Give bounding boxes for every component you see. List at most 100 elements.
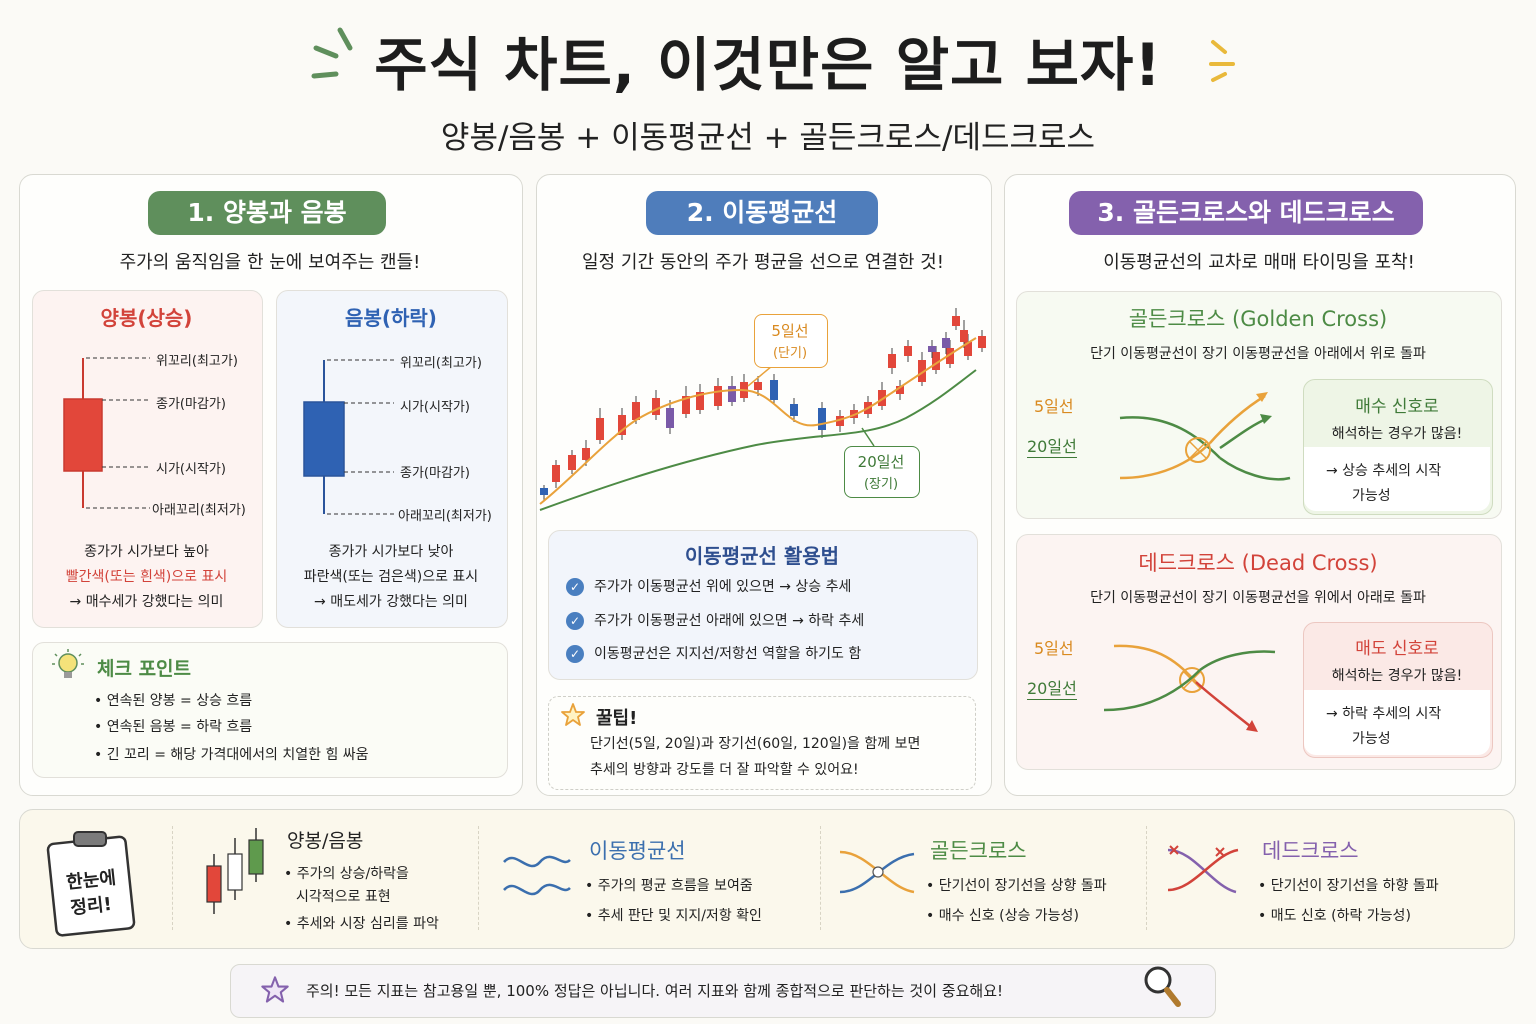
sparkle-left-icon bbox=[311, 27, 353, 79]
ma5-callout bbox=[754, 314, 828, 368]
ma-usage-item-3: ✓ 이동평균선은 지지선/저항선 역할을 하기도 함 bbox=[566, 641, 861, 668]
candle-body bbox=[714, 386, 722, 406]
candle-body bbox=[928, 346, 936, 352]
candle-body bbox=[790, 404, 798, 416]
bull-desc-2: 빨간색(또는 흰색)으로 표시 bbox=[65, 569, 228, 585]
candle-body bbox=[952, 316, 960, 326]
buy-signal-divider bbox=[1304, 447, 1490, 511]
sell-signal-line-2: 가능성 bbox=[1352, 731, 1391, 747]
check-circle-icon: ✓ bbox=[566, 578, 584, 596]
footer-note: 주의! 모든 지표는 참고용일 뿐, 100% 정답은 아닙니다. 여러 지표와… bbox=[306, 982, 1004, 1000]
bear-desc-2: 파란색(또는 검은색)으로 표시 bbox=[303, 569, 479, 585]
summary-ma-line-1: • 주가의 평균 흐름을 보여줌 bbox=[585, 878, 753, 894]
summary-divider-1 bbox=[172, 826, 173, 930]
bull-candle-illustration bbox=[63, 357, 150, 509]
ma-usage-title: 이동평균선 활용법 bbox=[684, 544, 840, 568]
section2-title: 2. 이동평균선 bbox=[646, 191, 878, 235]
lightbulb-icon bbox=[52, 649, 84, 678]
ma5-line bbox=[539, 337, 977, 505]
ma-tip-line-1: 단기선(5일, 20일)과 장기선(60일, 120일)을 함께 보면 bbox=[590, 736, 921, 752]
candle-body bbox=[552, 465, 560, 482]
check-item-3: • 긴 꼬리 = 해당 가격대에서의 치열한 힘 싸움 bbox=[94, 747, 369, 763]
summary-divider-3 bbox=[820, 826, 821, 930]
summary-golden-cross-icon bbox=[839, 850, 915, 894]
dead-short-label: 5일선 bbox=[1034, 639, 1074, 658]
ma20-label: 20일선 bbox=[857, 453, 905, 471]
candle-body bbox=[888, 354, 896, 368]
check-point-box bbox=[32, 642, 508, 778]
candle-body bbox=[878, 390, 886, 406]
ma5-pointer bbox=[747, 365, 773, 387]
candle-body bbox=[770, 380, 778, 400]
candle-body bbox=[942, 338, 950, 348]
candle-body bbox=[666, 408, 674, 428]
ma5-label: 5일선 bbox=[771, 322, 809, 340]
buy-signal-line-2: 가능성 bbox=[1352, 488, 1391, 504]
golden-cross-illustration bbox=[1119, 392, 1291, 481]
bull-label-high: 위꼬리(최고가) bbox=[156, 354, 238, 369]
bull-desc-1: 종가가 시가보다 높아 bbox=[84, 544, 209, 560]
dead-cross-desc: 단기 이동평균선이 장기 이동평균선을 위에서 아래로 돌파 bbox=[1090, 590, 1426, 606]
summary-candle-line-2: 시각적으로 표현 bbox=[296, 889, 391, 905]
candle-body bbox=[960, 330, 968, 342]
check-point-title: 체크 포인트 bbox=[97, 658, 192, 680]
sell-signal-line-1: → 하락 추세의 시작 bbox=[1326, 706, 1442, 722]
candle-body bbox=[682, 396, 690, 414]
dead-long-label: 20일선 bbox=[1027, 675, 1077, 700]
dead-cross-title: 데드크로스 (Dead Cross) bbox=[1138, 551, 1378, 575]
candle-body bbox=[652, 398, 660, 415]
check-item-2: • 연속된 음봉 = 하락 흐름 bbox=[94, 719, 253, 735]
section3-tagline: 이동평균선의 교차로 매매 타이밍을 포착! bbox=[1103, 252, 1415, 273]
summary-dead-title: 데드크로스 bbox=[1262, 839, 1359, 863]
summary-golden-title: 골든크로스 bbox=[930, 839, 1027, 863]
bull-label-low: 아래꼬리(최저가) bbox=[152, 503, 246, 518]
buy-signal-sub: 해석하는 경우가 많음! bbox=[1331, 426, 1463, 442]
summary-candle-title: 양봉/음봉 bbox=[287, 830, 364, 852]
summary-golden-line-2: • 매수 신호 (상승 가능성) bbox=[926, 908, 1079, 924]
footer-note-box bbox=[230, 964, 1216, 1018]
candle-body bbox=[754, 382, 762, 390]
buy-signal-title: 매수 신호로 bbox=[1355, 397, 1439, 417]
golden-cross-desc: 단기 이동평균선이 장기 이동평균선을 아래에서 위로 돌파 bbox=[1090, 346, 1426, 362]
ma5-sublabel: (단기) bbox=[772, 346, 808, 361]
ma-usage-box bbox=[548, 530, 978, 680]
summary-candle-line-3: • 추세와 시장 심리를 파악 bbox=[284, 916, 439, 932]
footer-star-icon bbox=[261, 976, 289, 1003]
sparkle-right-icon bbox=[1209, 40, 1235, 82]
golden-short-label: 5일선 bbox=[1034, 397, 1074, 416]
summary-strip bbox=[19, 809, 1515, 949]
magnifier-icon bbox=[1144, 966, 1181, 1007]
buy-signal-line-1: → 상승 추세의 시작 bbox=[1326, 463, 1442, 479]
page-title: 주식 차트, 이것만은 알고 보자! bbox=[374, 31, 1162, 99]
candle-body bbox=[964, 342, 972, 356]
check-circle-icon: ✓ bbox=[566, 612, 584, 630]
bull-desc-3: → 매수세가 강했다는 의미 bbox=[69, 594, 224, 610]
candle-body bbox=[568, 455, 576, 470]
check-item-1: • 연속된 양봉 = 상승 흐름 bbox=[94, 693, 253, 709]
section3-title: 3. 골든크로스와 데드크로스 bbox=[1069, 191, 1423, 235]
ma20-callout bbox=[844, 446, 920, 498]
bull-label-close: 종가(마감가) bbox=[156, 397, 226, 412]
summary-divider-4 bbox=[1146, 826, 1147, 930]
candle-body bbox=[632, 402, 640, 420]
summary-candle-line-1: • 주가의 상승/하락을 bbox=[284, 866, 409, 882]
section1-tagline: 주가의 움직임을 한 눈에 보여주는 캔들! bbox=[119, 252, 421, 273]
candle-body bbox=[904, 346, 912, 356]
bear-title: 음봉(하락) bbox=[345, 306, 437, 330]
summary-dead-line-2: • 매도 신호 (하락 가능성) bbox=[1258, 908, 1411, 924]
ma-tip-title: 꿀팁! bbox=[596, 708, 638, 729]
summary-wave-icon bbox=[503, 855, 571, 896]
bear-label-open: 시가(시작가) bbox=[400, 400, 470, 415]
candle-body bbox=[728, 386, 736, 402]
ma-usage-item-1: ✓ 주가가 이동평균선 위에 있으면 → 상승 추세 bbox=[566, 574, 851, 601]
ma-tip-box bbox=[548, 696, 976, 790]
ma-tip-line-2: 추세의 방향과 강도를 더 잘 파악할 수 있어요! bbox=[590, 762, 859, 778]
bear-label-close: 종가(마감가) bbox=[400, 466, 470, 481]
bull-label-open: 시가(시작가) bbox=[156, 462, 226, 477]
bear-label-high: 위꼬리(최고가) bbox=[400, 356, 482, 371]
summary-dead-line-1: • 단기선이 장기선을 하향 돌파 bbox=[1258, 878, 1439, 894]
candle-body bbox=[896, 386, 904, 394]
summary-ma-line-2: • 추세 판단 및 지지/저항 확인 bbox=[585, 908, 762, 924]
clipboard-icon bbox=[46, 831, 136, 937]
check-circle-icon: ✓ bbox=[566, 645, 584, 663]
